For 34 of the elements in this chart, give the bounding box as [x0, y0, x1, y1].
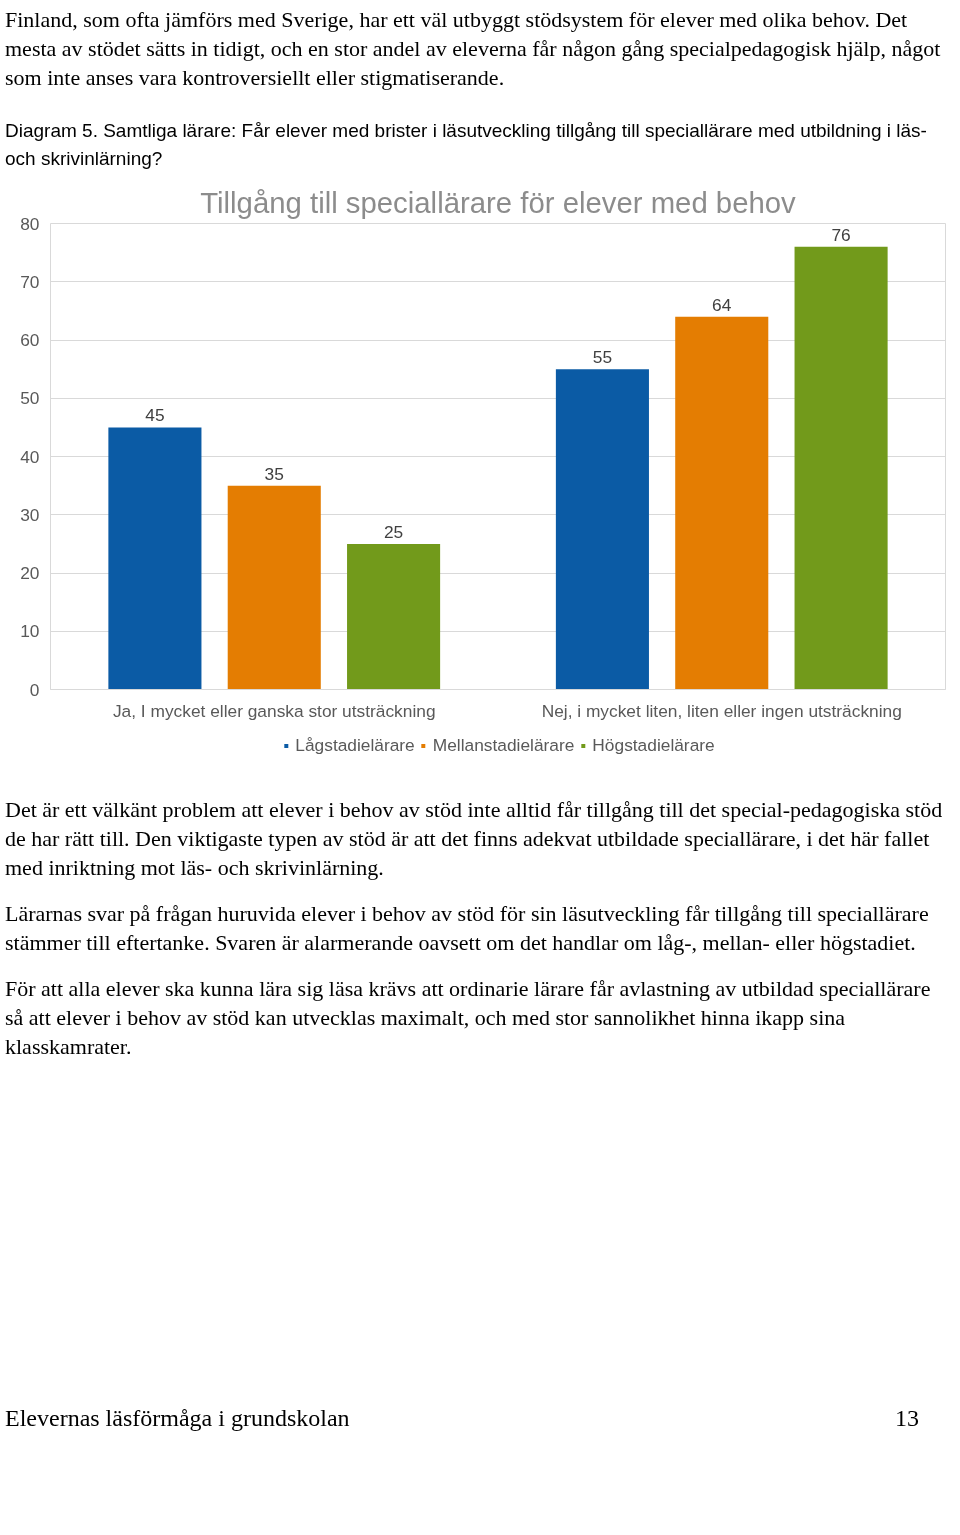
bar	[347, 543, 441, 690]
data-label: 64	[712, 294, 732, 315]
y-tick-label: 50	[20, 388, 40, 409]
data-label: 76	[831, 224, 851, 245]
text: 13	[895, 1404, 919, 1433]
bar	[675, 316, 769, 690]
bar	[227, 485, 321, 690]
data-label: 45	[145, 405, 165, 426]
text: Det är ett välkänt problem att elever i behov av stöd inte alltid får tillgång till det special-pedagogiska stöd de har rätt till. Den viktigaste typen av stöd är att det finns adekvat utbildade speciallärare, i det här fallet med inriktning mot läs- och skrivinlärning.	[5, 796, 944, 882]
y-tick-label: 40	[20, 446, 40, 467]
text: Diagram 5. Samtliga lärare: Får elever med brister i läsutveckling tillgång till speciallärare med utbildning i läs- och skrivinlärning?	[5, 119, 928, 171]
bar	[794, 246, 888, 690]
y-tick-label: 70	[20, 271, 40, 292]
text: För att alla elever ska kunna lära sig läsa krävs att ordinarie lärare får avlastning av utbildad speciallärare så att elever i behov av stöd kan utvecklas maximalt, och med stor sannolikhet hinna ikapp sina klasskamrater.	[5, 975, 932, 1061]
x-tick-label: Ja, I mycket eller ganska stor utsträckning	[112, 700, 436, 721]
y-tick-label: 60	[20, 330, 40, 350]
bar	[108, 427, 202, 690]
y-tick-label: 10	[20, 621, 40, 642]
x-tick-label: Nej, i mycket liten, liten eller ingen utsträckning	[541, 700, 902, 721]
y-tick-label: 80	[20, 213, 40, 234]
bar	[555, 369, 649, 690]
legend-label: Högstadielärare	[592, 734, 715, 756]
text: Lärarnas svar på frågan huruvida elever i behov av stöd för sin läsutveckling får tillgång till speciallärare stämmer till eftertanke. Svaren är alarmerande oavsett om det handlar om låg-, mellan- eller högstadiet.	[5, 900, 930, 957]
y-tick-label: 0	[29, 679, 40, 700]
legend-label: Mellanstadielärare	[432, 734, 575, 756]
text: Finland, som ofta jämförs med Sverige, har ett väl utbyggt stödsystem för elever med olika behov. Det mesta av stödet sätts in tidigt, och en stor andel av eleverna får någon gång specialpedagogisk hjälp, något som inte anses vara kontroversiellt eller stigmatiserande.	[5, 6, 942, 92]
y-tick-label: 20	[20, 563, 40, 583]
data-label: 35	[264, 463, 284, 484]
data-label: 55	[592, 347, 613, 368]
chart-title: Tillgång till speciallärare för elever med behov	[200, 185, 797, 219]
data-label: 25	[383, 521, 404, 542]
text: Elevernas läsförmåga i grundskolan	[5, 1404, 350, 1433]
legend-label: Lågstadielärare	[295, 734, 415, 756]
y-tick-label: 30	[20, 504, 40, 525]
